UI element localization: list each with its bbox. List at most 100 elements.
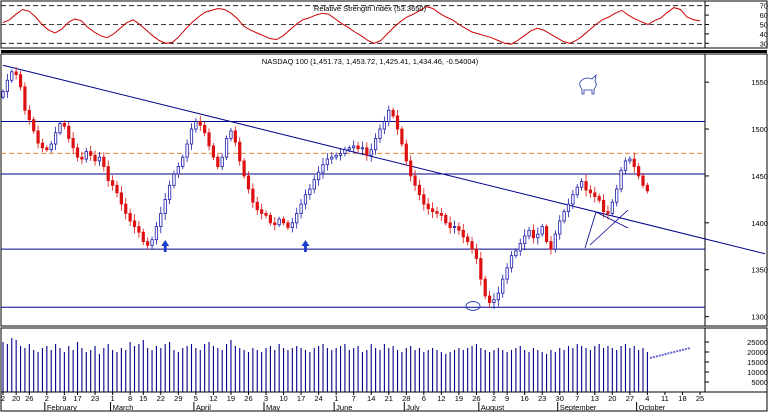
candlestick	[189, 128, 194, 145]
x-tick-label: 12	[209, 394, 217, 403]
candlestick	[141, 231, 145, 242]
candlestick	[281, 218, 286, 224]
candlestick	[452, 226, 457, 228]
candlestick	[115, 184, 119, 194]
candlestick	[435, 211, 439, 214]
candlestick	[132, 220, 137, 227]
rsi-title: Relative Strength Index (53.3650)	[314, 4, 427, 13]
x-tick-label: 30	[556, 394, 564, 403]
price-panel: 1550 1500 1450 1400 1350 1300	[0, 50, 768, 327]
candlestick	[352, 145, 356, 149]
candlestick	[606, 211, 610, 214]
candlestick	[422, 194, 426, 205]
candlestick	[597, 196, 601, 201]
candlestick	[1, 91, 5, 98]
candlestick	[637, 166, 641, 177]
candlestick	[518, 243, 522, 252]
candlestick	[181, 156, 185, 167]
candlestick	[395, 115, 400, 130]
candlestick	[571, 194, 575, 205]
triangle-pattern	[584, 209, 629, 249]
x-tick-label: 11	[661, 394, 669, 403]
panel-separator	[1, 50, 767, 53]
candlestick	[501, 278, 505, 294]
candlestick	[251, 188, 255, 203]
x-tick-label: 5	[194, 394, 198, 403]
month-label: September	[560, 403, 597, 412]
candlestick	[553, 233, 557, 250]
candlestick	[119, 192, 123, 205]
candlestick	[58, 123, 62, 134]
rsi-y-tick-label: 40	[760, 30, 768, 39]
candlestick	[277, 218, 281, 226]
candlestick	[558, 220, 562, 235]
candlestick	[198, 121, 202, 126]
candlestick	[172, 173, 176, 186]
candlestick	[317, 171, 321, 181]
candlestick	[299, 203, 303, 214]
price-y-tick-label: 1350	[751, 266, 768, 275]
x-tick-label: 6	[422, 394, 426, 403]
candlestick	[273, 222, 277, 226]
candlestick	[461, 229, 465, 238]
candlestick	[124, 203, 128, 214]
month-label: May	[266, 403, 280, 412]
candlestick	[308, 188, 312, 196]
x-tick-label: 2	[492, 394, 496, 403]
candlestick	[102, 156, 106, 167]
candlestick	[593, 192, 597, 197]
candlestick	[18, 74, 23, 88]
candlestick	[409, 160, 413, 177]
x-tick-label: 23	[91, 394, 99, 403]
candlestick	[255, 201, 259, 211]
candlestick	[334, 154, 338, 158]
price-y-tick-label: 1300	[751, 313, 768, 322]
candlestick	[527, 229, 531, 237]
candlestick	[496, 292, 500, 301]
candlestick	[45, 147, 49, 151]
candlestick	[505, 267, 509, 280]
candlestick	[378, 128, 382, 139]
x-tick-label: 26	[25, 394, 33, 403]
x-tick-label: 15	[139, 394, 147, 403]
candlestick	[457, 226, 461, 231]
candlestick	[97, 156, 102, 162]
candlestick	[391, 109, 395, 117]
trendline	[2, 64, 766, 255]
candlestick	[448, 222, 452, 228]
candlestick	[338, 153, 343, 156]
x-tick-label: 7	[352, 394, 356, 403]
candlestick	[233, 130, 237, 143]
candlestick	[150, 239, 154, 246]
candlestick	[40, 142, 45, 149]
candlestick	[330, 156, 334, 160]
candlestick	[246, 175, 251, 190]
x-tick-label: 9	[505, 394, 509, 403]
candlestick	[146, 241, 150, 246]
candlestick	[615, 188, 619, 203]
x-tick-label: 21	[385, 394, 393, 403]
price-y-tick-label: 1500	[751, 125, 768, 134]
candlestick	[470, 241, 474, 250]
x-tick-label: 22	[157, 394, 165, 403]
candlestick	[159, 213, 163, 227]
candlestick	[14, 71, 18, 76]
month-label: February	[47, 403, 77, 412]
candlestick	[575, 186, 579, 196]
candlestick	[400, 128, 404, 145]
candlestick	[483, 278, 487, 297]
candlestick	[588, 189, 593, 194]
x-tick-label: 16	[520, 394, 528, 403]
candlestick	[610, 201, 614, 214]
x-tick-label: 23	[538, 394, 546, 403]
candlestick	[303, 194, 308, 205]
candlestick	[154, 226, 159, 241]
x-tick-label: 17	[73, 394, 81, 403]
candlestick	[10, 71, 14, 81]
candlestick	[312, 179, 316, 190]
candlestick	[549, 241, 553, 250]
candlestick	[203, 124, 207, 134]
rsi-y-tick-label: 70	[760, 2, 768, 11]
candlestick	[325, 158, 329, 166]
